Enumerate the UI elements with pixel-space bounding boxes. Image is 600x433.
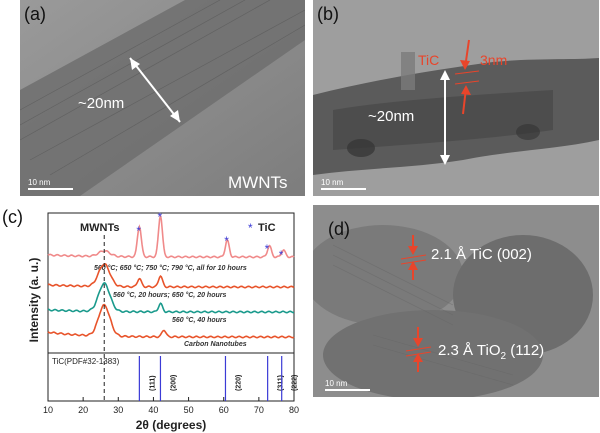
panel-b-scale-text: 10 nm <box>321 178 344 187</box>
lattice-spacing-tio2: 2.3 Å TiO2 (112) <box>438 342 544 362</box>
reference-label: TiC(PDF#32-1383) <box>52 357 120 366</box>
panel-b-label: (b) <box>317 4 339 24</box>
x-tick-label: 70 <box>254 405 264 415</box>
x-tick-label: 50 <box>184 405 194 415</box>
panel-c-label: (c) <box>2 207 23 227</box>
x-tick-label: 40 <box>148 405 158 415</box>
xrd-plot: Intensity (a. u.) 2θ (degrees) MWNTs TiC… <box>27 210 299 432</box>
lattice-arrows-1 <box>400 235 427 280</box>
tic-coating-label: TiC <box>418 52 440 68</box>
tic-legend-label: TiC <box>258 222 276 234</box>
tic-peak-star: * <box>224 234 229 248</box>
panel-b-texture <box>313 0 599 196</box>
curve-label-3: 560 °C, 40 hours <box>172 316 227 324</box>
tic-peak-star: * <box>279 248 284 262</box>
x-tick-label: 60 <box>219 405 229 415</box>
curve-label-2: 560 °C, 20 hours; 650 °C, 20 hours <box>113 291 226 299</box>
x-tick-label: 30 <box>113 405 123 415</box>
panel-b-tem-image: (b) TiC 3nm ~20nm 10 nm <box>313 0 599 196</box>
diameter-arrow <box>129 57 181 123</box>
y-axis-label: Intensity (a. u.) <box>27 258 41 343</box>
panel-b-diameter-label: ~20nm <box>368 108 415 125</box>
panel-b-diameter-arrow <box>440 70 450 165</box>
panel-a-scale-text: 10 nm <box>28 178 51 187</box>
panel-d-label: (d) <box>328 219 350 239</box>
x-tick-label: 20 <box>78 405 88 415</box>
tio2-subscript: 2 <box>500 351 507 362</box>
xrd-curve-2 <box>47 263 295 289</box>
reference-peak-label: (220) <box>235 375 242 391</box>
tic-peak-star: * <box>136 224 141 238</box>
tic-legend-star: * <box>248 221 253 235</box>
x-tick-label: 80 <box>289 405 299 415</box>
xrd-curve-1 <box>47 215 295 259</box>
panel-b-scale-bar <box>321 188 366 190</box>
panel-d-hrtem-image: (d) 2.1 Å TiC (002) 2.3 Å TiO2 (112) 10 … <box>313 205 599 397</box>
coating-thickness-label: 3nm <box>480 52 508 68</box>
thickness-arrows <box>454 39 480 115</box>
xrd-curve-4 <box>47 303 295 339</box>
tio2-plane: (112) <box>506 342 545 359</box>
x-tick-label: 10 <box>43 405 53 415</box>
tic-peak-star: * <box>265 242 270 256</box>
panel-a-diameter-label: ~20nm <box>78 95 125 112</box>
x-axis-label: 2θ (degrees) <box>136 418 207 432</box>
panel-d-scale-text: 10 nm <box>325 379 348 388</box>
panel-c-xrd-chart: (c) Intensity (a. u.) 2θ (degrees) MWNTs… <box>0 205 305 433</box>
tio2-spacing-text: 2.3 Å TiO <box>438 342 501 359</box>
reference-peak-label: (200) <box>170 375 177 391</box>
panel-d-texture <box>313 205 599 397</box>
lattice-arrows-2 <box>405 327 432 372</box>
reference-peak-label: (222) <box>292 375 299 391</box>
mwnts-label: MWNTs <box>228 173 288 192</box>
tic-peak-star: * <box>157 210 162 224</box>
curve-label-1: 560 °C; 650 °C; 750 °C; 790 °C, all for … <box>94 264 247 272</box>
panel-a-label: (a) <box>24 4 46 24</box>
curve-label-4: Carbon Nanotubes <box>184 341 247 348</box>
lattice-spacing-tic: 2.1 Å TiC (002) <box>431 246 532 263</box>
reference-peak-label: (111) <box>149 375 156 391</box>
panel-a-scale-bar <box>28 188 73 190</box>
panel-a-tem-image: (a) ~20nm MWNTs 10 nm <box>20 0 305 196</box>
mwnts-marker-label: MWNTs <box>80 222 120 234</box>
xrd-curve-3 <box>47 282 295 314</box>
panel-d-scale-bar <box>325 389 370 391</box>
plot-frame <box>47 212 295 402</box>
